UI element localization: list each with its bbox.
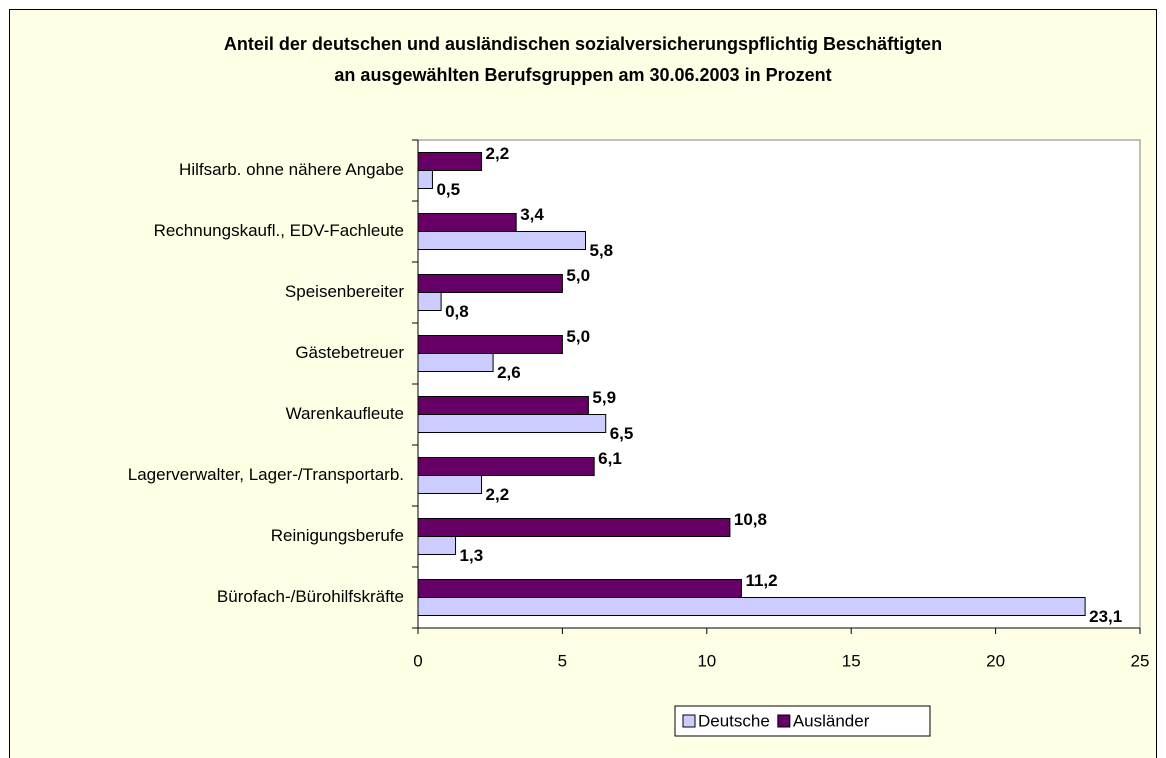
plot-area (417, 139, 1141, 629)
value-label: 5,9 (592, 388, 616, 407)
bar (417, 579, 742, 598)
x-tick-label: 5 (558, 651, 567, 670)
x-tick-label: 15 (842, 651, 861, 670)
legend-label: Ausländer (793, 711, 870, 730)
bar (417, 414, 607, 433)
bar (417, 475, 483, 494)
y-tick-label: Gästebetreuer (295, 343, 404, 362)
y-tick-label: Lagerverwalter, Lager-/Transportarb. (128, 465, 404, 484)
legend-box (674, 705, 931, 737)
legend-swatch (777, 714, 791, 728)
y-tick-label: Hilfsarb. ohne nähere Angabe (179, 160, 404, 179)
value-label: 0,8 (445, 302, 469, 321)
bar (417, 518, 731, 537)
y-tick-label: Bürofach-/Bürohilfskräfte (217, 587, 404, 606)
legend-swatch (682, 714, 696, 728)
bar (417, 170, 433, 189)
value-label: 5,0 (566, 327, 590, 346)
y-tick-label: Rechnungskaufl., EDV-Fachleute (154, 221, 404, 240)
value-label: 6,1 (598, 449, 622, 468)
value-label: 5,0 (566, 266, 590, 285)
bar (417, 335, 563, 354)
value-label: 1,3 (460, 546, 484, 565)
chart-title: Anteil der deutschen und ausländischen s… (224, 34, 942, 54)
y-tick-label: Warenkaufleute (286, 404, 404, 423)
bar (417, 597, 1086, 616)
y-tick-label: Speisenbereiter (285, 282, 404, 301)
value-label: 2,2 (486, 485, 510, 504)
value-label: 2,6 (497, 363, 521, 382)
value-label: 0,5 (436, 180, 460, 199)
bar (417, 231, 587, 250)
value-label: 2,2 (486, 144, 510, 163)
value-label: 23,1 (1089, 607, 1122, 626)
bar (417, 292, 442, 311)
bar (417, 213, 517, 232)
x-tick-label: 20 (986, 651, 1005, 670)
value-label: 10,8 (734, 510, 767, 529)
x-tick-label: 25 (1131, 651, 1150, 670)
value-label: 11,2 (745, 571, 777, 590)
bar (417, 152, 483, 171)
value-label: 5,8 (590, 241, 614, 260)
value-label: 6,5 (610, 424, 634, 443)
chart-title: an ausgewählten Berufsgruppen am 30.06.2… (334, 65, 831, 85)
bar (417, 536, 457, 555)
y-tick-label: Reinigungsberufe (271, 526, 404, 545)
value-label: 3,4 (520, 205, 544, 224)
x-tick-label: 10 (697, 651, 716, 670)
bar (417, 274, 563, 293)
x-tick-label: 0 (413, 651, 422, 670)
bar (417, 457, 595, 476)
legend-label: Deutsche (698, 711, 770, 730)
bar (417, 353, 494, 372)
bar (417, 396, 589, 415)
